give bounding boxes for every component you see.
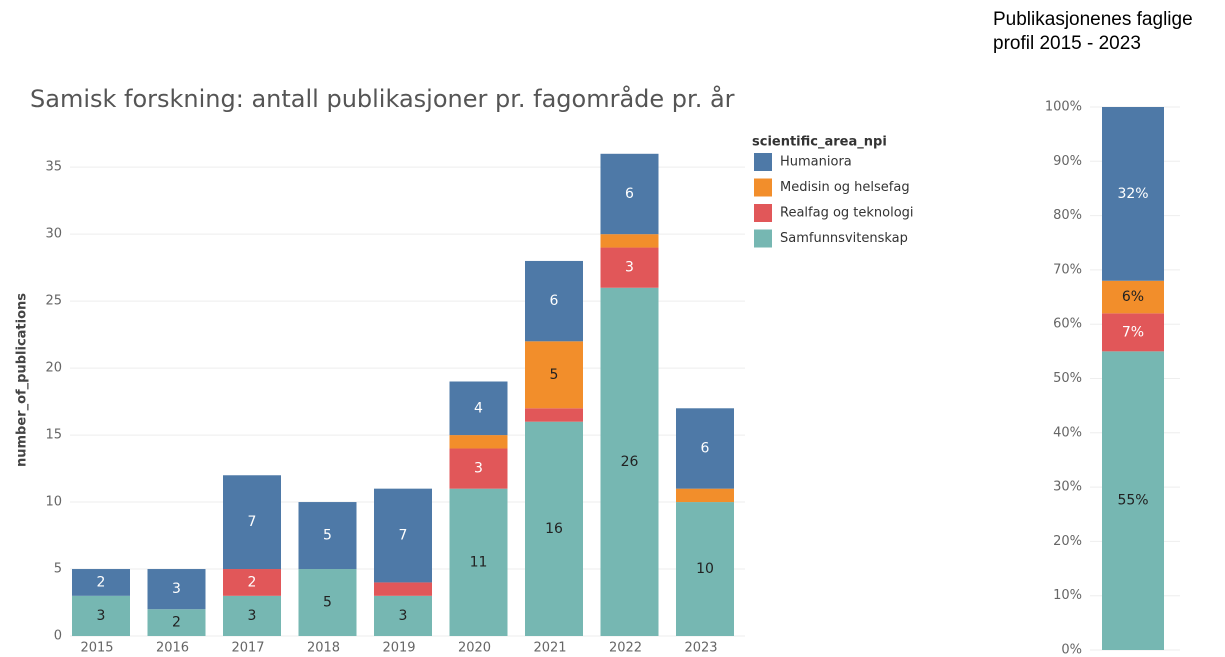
- bar-segment: [72, 595, 130, 636]
- y-tick-label: 20: [45, 361, 62, 376]
- x-tick-label: 2017: [231, 641, 264, 656]
- y-tick-label: 90%: [1053, 154, 1082, 169]
- y-tick-label: 80%: [1053, 208, 1082, 223]
- y-tick-label: 20%: [1053, 534, 1082, 549]
- data-label: 5: [323, 528, 332, 544]
- side-chart-title: Publikasjonenes faglige profil 2015 - 20…: [993, 9, 1193, 54]
- legend-label: Medisin og helsefag: [780, 180, 910, 195]
- x-tick-label: 2015: [80, 641, 113, 656]
- y-axis-label: number_of_publications: [15, 293, 30, 467]
- y-tick-label: 35: [45, 160, 62, 175]
- bar-segment: [449, 435, 508, 449]
- data-label: 3: [474, 461, 483, 477]
- data-label: 5: [550, 367, 559, 383]
- bar-segment: [374, 595, 432, 636]
- data-label: 7: [248, 514, 257, 530]
- x-tick-label: 2019: [382, 641, 415, 656]
- y-tick-label: 40%: [1053, 425, 1082, 440]
- legend-label: Realfag og teknologi: [780, 206, 914, 221]
- y-tick-label: 10%: [1053, 588, 1082, 603]
- y-tick-label: 50%: [1053, 371, 1082, 386]
- data-label: 4: [474, 400, 483, 416]
- bar-segment: [147, 609, 206, 636]
- bar-segment: [1102, 280, 1164, 314]
- bar-segment: [298, 569, 357, 636]
- data-label: 6%: [1122, 289, 1144, 305]
- data-label: 10: [696, 561, 714, 577]
- bar-segment: [600, 247, 659, 288]
- x-tick-label: 2020: [458, 641, 491, 656]
- legend-swatch: [754, 178, 772, 197]
- y-tick-label: 100%: [1045, 100, 1082, 115]
- x-tick-label: 2016: [156, 641, 189, 656]
- legend-swatch: [754, 229, 772, 248]
- x-tick-label: 2022: [609, 641, 642, 656]
- y-tick-label: 30: [45, 227, 62, 242]
- bar-segment: [72, 569, 130, 596]
- data-label: 26: [621, 454, 639, 470]
- bar-segment: [676, 408, 734, 489]
- data-label: 3: [97, 608, 106, 624]
- legend-swatch: [754, 204, 772, 222]
- data-label: 5: [323, 595, 332, 611]
- bar-segment: [223, 475, 281, 570]
- data-label: 7%: [1122, 324, 1144, 340]
- bar-segment: [600, 234, 659, 248]
- x-tick-label: 2021: [533, 641, 566, 656]
- legend-label: Samfunnsvitenskap: [780, 231, 908, 246]
- y-tick-label: 25: [45, 294, 62, 309]
- legend-swatch: [754, 153, 772, 171]
- data-label: 2: [248, 574, 257, 590]
- data-label: 32%: [1117, 186, 1148, 202]
- bar-segment: [600, 153, 659, 235]
- data-label: 6: [701, 440, 710, 456]
- data-label: 6: [550, 293, 559, 309]
- bar-segment: [223, 569, 281, 596]
- y-tick-label: 30%: [1053, 480, 1082, 495]
- y-tick-label: 60%: [1053, 317, 1082, 332]
- bar-segment: [449, 381, 508, 436]
- bar-segment: [676, 502, 734, 636]
- bar-segment: [1102, 107, 1164, 281]
- data-label: 6: [625, 186, 634, 202]
- bar-segment: [525, 341, 583, 409]
- bar-segment: [449, 488, 508, 636]
- data-label: 55%: [1117, 493, 1148, 509]
- bar-segment: [223, 595, 281, 636]
- bar-segment: [298, 502, 357, 570]
- data-label: 3: [399, 608, 408, 624]
- bar-segment: [449, 448, 508, 489]
- x-tick-label: 2023: [684, 641, 717, 656]
- y-tick-label: 5: [54, 562, 62, 577]
- y-tick-label: 0%: [1061, 643, 1082, 657]
- y-tick-label: 10: [45, 495, 62, 510]
- bar-segment: [1102, 351, 1164, 650]
- y-tick-label: 70%: [1053, 262, 1082, 277]
- bar-segment: [374, 488, 432, 583]
- data-label: 2: [97, 574, 106, 590]
- bar-segment: [1102, 313, 1164, 352]
- bar-segment: [525, 421, 583, 636]
- y-tick-label: 15: [45, 428, 62, 443]
- bar-segment: [147, 569, 206, 610]
- data-label: 3: [172, 581, 181, 597]
- x-tick-label: 2018: [307, 641, 340, 656]
- y-tick-label: 0: [54, 629, 62, 644]
- data-label: 11: [470, 554, 488, 570]
- bar-segment: [676, 488, 734, 503]
- data-label: 3: [625, 260, 634, 276]
- bar-segment: [600, 287, 659, 636]
- bar-segment: [525, 408, 583, 422]
- bar-segment: [525, 260, 583, 342]
- chart-title: Samisk forskning: antall publikasjoner p…: [30, 84, 735, 113]
- bar-segment: [374, 582, 432, 596]
- data-label: 7: [399, 528, 408, 544]
- legend-label: Humaniora: [780, 155, 852, 170]
- legend-title: scientific_area_npi: [752, 135, 887, 150]
- data-label: 16: [545, 521, 563, 537]
- data-label: 2: [172, 615, 181, 631]
- data-label: 3: [248, 608, 257, 624]
